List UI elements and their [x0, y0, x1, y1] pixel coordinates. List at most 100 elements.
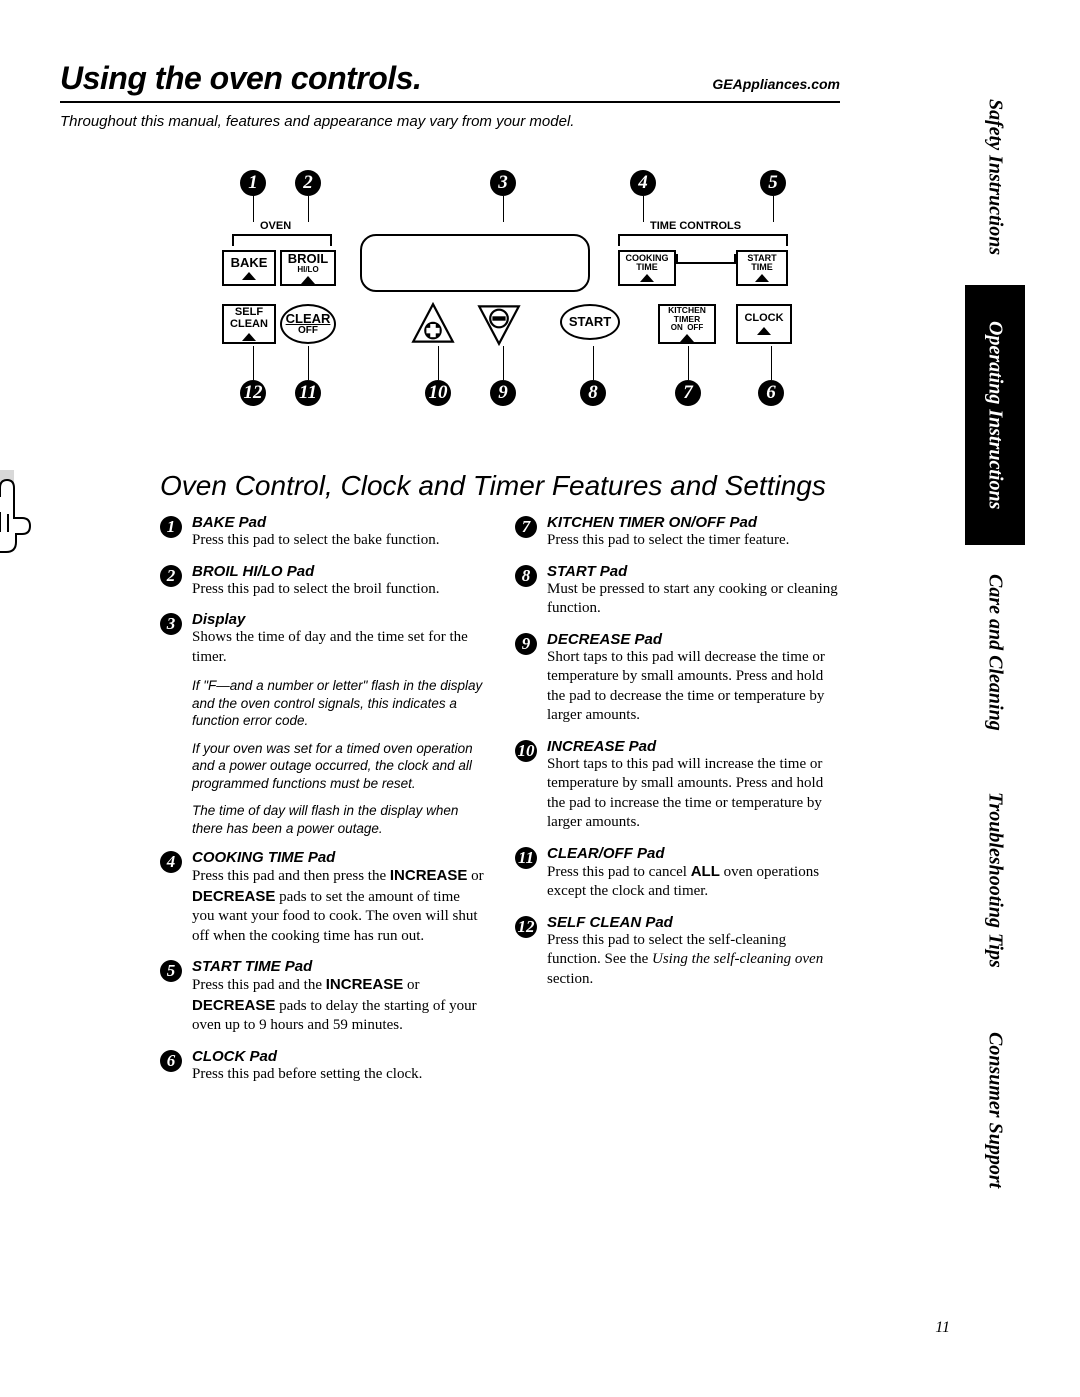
- feature-title: CLOCK Pad: [192, 1048, 485, 1065]
- page-title: Using the oven controls.: [60, 60, 421, 97]
- feature-note: The time of day will flash in the displa…: [192, 802, 485, 837]
- feature-item: 11 CLEAR/OFF PadPress this pad to cancel …: [515, 845, 840, 902]
- clock-label: CLOCK: [744, 313, 783, 325]
- feature-item: 3DisplayShows the time of day and the ti…: [160, 611, 485, 837]
- feature-text: Press this pad to select the bake functi…: [192, 531, 485, 551]
- time-controls-label: TIME CONTROLS: [650, 220, 741, 232]
- feature-body: BAKE PadPress this pad to select the bak…: [192, 514, 485, 551]
- callout-circle: 8: [580, 380, 606, 406]
- cooking-time-label: COOKING TIME: [625, 254, 668, 273]
- leader-line: [308, 346, 309, 380]
- feature-body: START PadMust be pressed to start any co…: [547, 563, 840, 619]
- plus-triangle-icon: [411, 302, 455, 346]
- display-screen: [360, 234, 590, 292]
- leader-line: [308, 196, 309, 222]
- self-clean-label: SELF CLEAN: [230, 307, 268, 330]
- time-controls-bracket: [618, 234, 788, 246]
- feature-number-circle: 9: [515, 633, 537, 655]
- feature-number-circle: 11: [515, 847, 537, 869]
- oven-bracket: [232, 234, 332, 246]
- feature-number-circle: 8: [515, 565, 537, 587]
- feature-body: DisplayShows the time of day and the tim…: [192, 611, 485, 837]
- triangle-up-icon: [757, 327, 771, 335]
- triangle-up-icon: [242, 272, 256, 280]
- feature-number-circle: 7: [515, 516, 537, 538]
- side-tab[interactable]: Consumer Support: [965, 1000, 1025, 1220]
- callout-circle: 2: [295, 170, 321, 196]
- section-title: Oven Control, Clock and Timer Features a…: [160, 470, 840, 502]
- side-tabs: Safety InstructionsOperating Instruction…: [965, 70, 1025, 1300]
- bake-pad: BAKE: [222, 250, 276, 286]
- feature-body: KITCHEN TIMER ON/OFF PadPress this pad t…: [547, 514, 840, 551]
- feature-number-circle: 2: [160, 565, 182, 587]
- leader-line: [593, 346, 594, 380]
- feature-number-circle: 6: [160, 1050, 182, 1072]
- oven-label: OVEN: [260, 220, 291, 232]
- feature-body: DECREASE PadShort taps to this pad will …: [547, 631, 840, 726]
- feature-body: CLOCK PadPress this pad before setting t…: [192, 1048, 485, 1085]
- leader-line: [503, 346, 504, 380]
- leader-line: [773, 196, 774, 222]
- feature-item: 5START TIME PadPress this pad and the IN…: [160, 958, 485, 1036]
- cooking-time-pad: COOKING TIME: [618, 250, 676, 286]
- triangle-up-icon: [242, 333, 256, 341]
- callout-circle: 5: [760, 170, 786, 196]
- leader-line: [688, 346, 689, 380]
- broil-pad: BROIL HI/LO: [280, 250, 336, 286]
- feature-item: 1BAKE PadPress this pad to select the ba…: [160, 514, 485, 551]
- start-pad: START: [560, 304, 620, 340]
- control-panel-diagram: 12345 1211109876 OVEN TIME CONTROLS BAKE…: [200, 170, 820, 440]
- feature-text: Press this pad before setting the clock.: [192, 1065, 485, 1085]
- feature-text: Press this pad to select the self-cleani…: [547, 931, 840, 990]
- pointing-hand-icon: [0, 466, 40, 556]
- feature-item: 8 START PadMust be pressed to start any c…: [515, 563, 840, 619]
- leader-line: [253, 346, 254, 380]
- feature-text: Press this pad and the INCREASE or DECRE…: [192, 975, 485, 1036]
- feature-title: INCREASE Pad: [547, 738, 840, 755]
- feature-text: Must be pressed to start any cooking or …: [547, 580, 840, 619]
- feature-body: SELF CLEAN PadPress this pad to select t…: [547, 914, 840, 990]
- feature-title: BROIL HI/LO Pad: [192, 563, 485, 580]
- clock-pad: CLOCK: [736, 304, 792, 344]
- side-tab[interactable]: Troubleshooting Tips: [965, 760, 1025, 1000]
- left-column: 1BAKE PadPress this pad to select the ba…: [160, 514, 485, 1096]
- side-tab[interactable]: Operating Instructions: [965, 285, 1025, 545]
- feature-title: DECREASE Pad: [547, 631, 840, 648]
- clear-label: CLEAR: [286, 312, 331, 326]
- feature-item: 10INCREASE PadShort taps to this pad wil…: [515, 738, 840, 833]
- triangle-up-icon: [640, 274, 654, 282]
- feature-item: 6 CLOCK PadPress this pad before setting …: [160, 1048, 485, 1085]
- feature-text: Press this pad to select the broil funct…: [192, 580, 485, 600]
- bake-label: BAKE: [231, 256, 268, 270]
- kitchen-timer-label: KITCHEN TIMER: [668, 306, 706, 324]
- feature-number-circle: 12: [515, 916, 537, 938]
- subtitle: Throughout this manual, features and app…: [60, 113, 840, 130]
- feature-item: 2 BROIL HI/LO PadPress this pad to select…: [160, 563, 485, 600]
- time-link-bracket: [676, 254, 736, 264]
- decrease-pad: [476, 302, 522, 346]
- triangle-up-icon: [755, 274, 769, 282]
- kitchen-timer-pad: KITCHEN TIMER ON OFF: [658, 304, 716, 344]
- callout-circle: 9: [490, 380, 516, 406]
- feature-text: Short taps to this pad will decrease the…: [547, 648, 840, 726]
- feature-note: If your oven was set for a timed oven op…: [192, 740, 485, 793]
- feature-note: If "F—and a number or letter" flash in t…: [192, 677, 485, 730]
- feature-title: START Pad: [547, 563, 840, 580]
- callout-circle: 7: [675, 380, 701, 406]
- feature-item: 12 SELF CLEAN PadPress this pad to select…: [515, 914, 840, 990]
- feature-body: BROIL HI/LO PadPress this pad to select …: [192, 563, 485, 600]
- callout-circle: 1: [240, 170, 266, 196]
- increase-pad: [410, 302, 456, 346]
- feature-body: CLEAR/OFF PadPress this pad to cancel AL…: [547, 845, 840, 902]
- feature-text: Shows the time of day and the time set f…: [192, 628, 485, 667]
- side-tab[interactable]: Care and Cleaning: [965, 545, 1025, 760]
- header-row: Using the oven controls. GEAppliances.co…: [60, 60, 840, 103]
- leader-line: [643, 196, 644, 222]
- feature-item: 9 DECREASE PadShort taps to this pad will…: [515, 631, 840, 726]
- side-tab[interactable]: Safety Instructions: [965, 70, 1025, 285]
- kitchen-timer-sub-label: ON OFF: [671, 324, 703, 332]
- right-column: 7 KITCHEN TIMER ON/OFF PadPress this pad …: [515, 514, 840, 1096]
- start-time-pad: START TIME: [736, 250, 788, 286]
- leader-line: [438, 346, 439, 380]
- feature-body: START TIME PadPress this pad and the INC…: [192, 958, 485, 1036]
